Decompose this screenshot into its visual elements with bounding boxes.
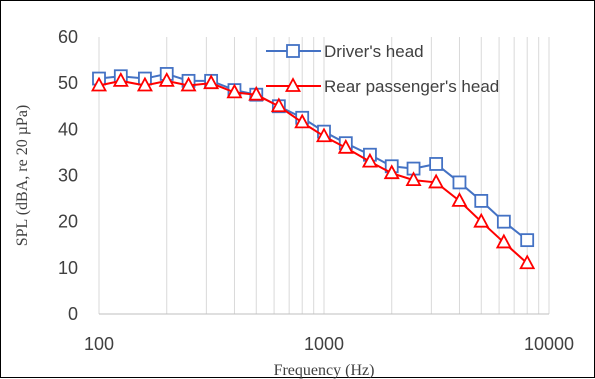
data-point-rear-passenger	[248, 85, 265, 101]
data-point-rear-passenger	[473, 212, 490, 228]
series-line-driver	[98, 72, 528, 241]
data-point-rear-passenger	[361, 152, 378, 168]
grid	[98, 37, 550, 314]
data-point-driver	[429, 157, 444, 171]
x-tick-label: 10000	[524, 334, 574, 354]
data-point-rear-passenger	[294, 113, 311, 129]
legend-marker-rear-passenger	[284, 77, 302, 92]
data-point-rear-passenger	[158, 71, 175, 87]
data-point-driver	[452, 175, 467, 190]
y-tick-label: 30	[58, 166, 78, 186]
data-point-rear-passenger	[226, 83, 243, 99]
data-point-rear-passenger	[428, 173, 445, 189]
series-group	[90, 67, 536, 270]
y-tick-label: 10	[58, 258, 78, 278]
data-point-rear-passenger	[519, 254, 536, 270]
legend-item-rear-passenger: Rear passenger's head	[266, 77, 499, 96]
legend: Driver's head Rear passenger's head	[266, 42, 499, 96]
legend-label-driver: Driver's head	[324, 42, 424, 61]
data-point-rear-passenger	[136, 76, 153, 92]
data-point-rear-passenger	[315, 127, 333, 143]
data-point-rear-passenger	[90, 76, 108, 92]
legend-item-driver: Driver's head	[266, 42, 424, 61]
y-tick-label: 50	[58, 73, 78, 93]
data-point-driver	[496, 214, 511, 229]
y-tick-label: 40	[58, 119, 78, 139]
data-point-rear-passenger	[270, 97, 287, 113]
data-point-driver	[520, 233, 535, 248]
x-tick-label: 1000	[304, 334, 344, 354]
y-tick-label: 60	[58, 27, 78, 47]
data-point-rear-passenger	[383, 164, 400, 180]
data-point-rear-passenger	[451, 192, 468, 207]
data-point-rear-passenger	[180, 76, 197, 92]
series-line-rear-passenger	[98, 79, 528, 264]
data-point-rear-passenger	[112, 71, 129, 87]
x-tick-label: 100	[84, 334, 114, 354]
axes: 0 10 20 30 40 50 60 100 1000 10000	[58, 27, 574, 354]
x-axis-title: Frequency (Hz)	[274, 362, 375, 379]
y-axis-title: SPL (dBA, re 20 µPa)	[14, 105, 31, 247]
data-point-rear-passenger	[405, 171, 422, 187]
data-point-driver	[474, 193, 489, 208]
legend-label-rear-passenger: Rear passenger's head	[324, 77, 499, 96]
legend-marker-driver	[286, 44, 300, 58]
data-point-rear-passenger	[337, 138, 354, 154]
y-tick-label: 0	[68, 304, 78, 324]
data-point-rear-passenger	[495, 233, 512, 249]
series-rear-passenger	[90, 71, 536, 270]
data-point-rear-passenger	[203, 74, 220, 90]
y-tick-label: 20	[58, 212, 78, 232]
